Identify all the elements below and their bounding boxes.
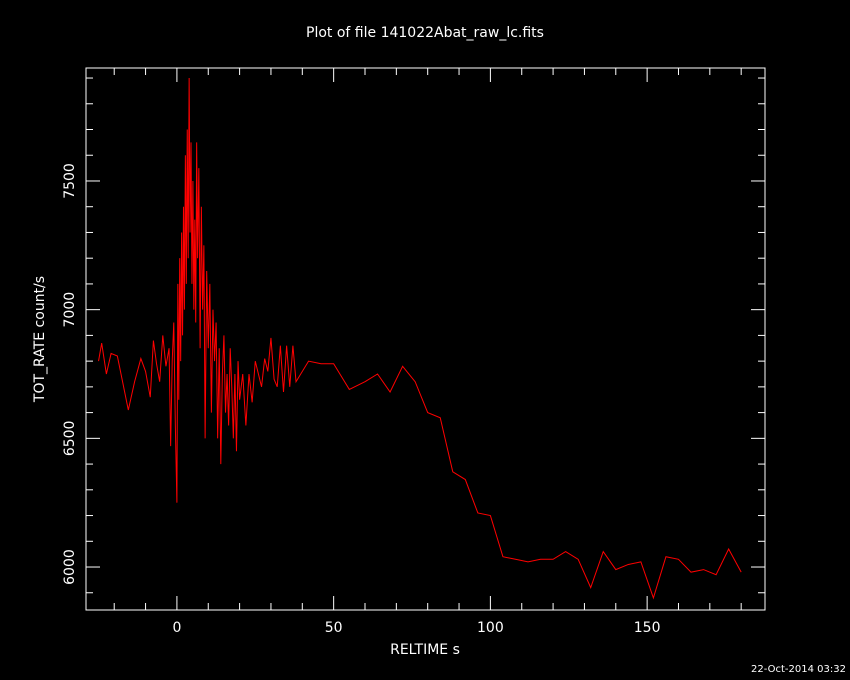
y-tick-label: 6500 bbox=[62, 421, 78, 457]
y-tick-label: 7000 bbox=[62, 292, 78, 328]
y-axis-label: TOT_RATE count/s bbox=[32, 276, 48, 403]
y-tick-label: 7500 bbox=[62, 163, 78, 199]
x-tick-label: 150 bbox=[634, 620, 661, 636]
timestamp: 22-Oct-2014 03:32 bbox=[751, 664, 846, 675]
chart-title: Plot of file 141022Abat_raw_lc.fits bbox=[306, 25, 544, 41]
x-axis-label: RELTIME s bbox=[390, 642, 460, 658]
y-tick-label: 6000 bbox=[62, 549, 78, 585]
x-tick-label: 50 bbox=[325, 620, 343, 636]
light-curve bbox=[98, 78, 742, 600]
plot-frame bbox=[85, 67, 766, 611]
x-tick-label: 100 bbox=[477, 620, 504, 636]
x-tick-label: 0 bbox=[172, 620, 181, 636]
